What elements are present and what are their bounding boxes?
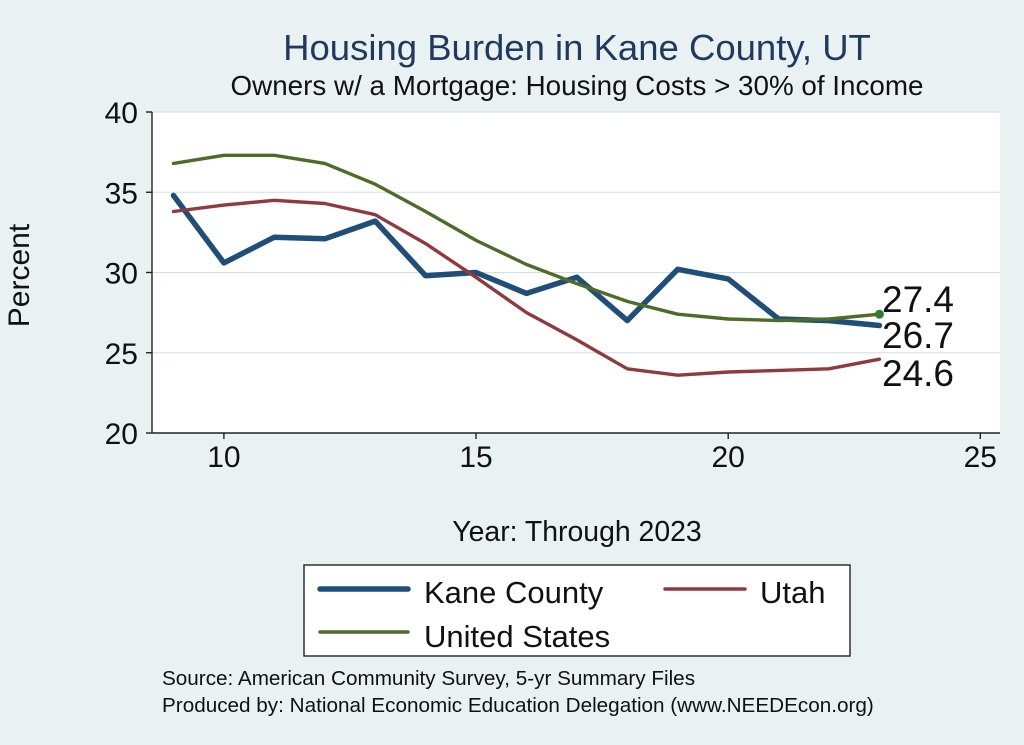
svg-text:26.7: 26.7	[882, 315, 954, 356]
svg-text:20: 20	[712, 441, 745, 474]
svg-text:Utah: Utah	[760, 575, 825, 610]
svg-text:Kane County: Kane County	[424, 575, 604, 610]
svg-text:25: 25	[964, 441, 997, 474]
svg-text:40: 40	[105, 97, 138, 130]
svg-text:30: 30	[105, 258, 138, 291]
svg-text:35: 35	[105, 177, 138, 210]
svg-text:United States: United States	[424, 619, 610, 654]
svg-text:20: 20	[105, 418, 138, 451]
svg-text:27.4: 27.4	[882, 279, 954, 320]
svg-text:10: 10	[207, 441, 240, 474]
svg-text:15: 15	[459, 441, 492, 474]
svg-text:25: 25	[105, 338, 138, 371]
svg-text:24.6: 24.6	[882, 353, 954, 394]
